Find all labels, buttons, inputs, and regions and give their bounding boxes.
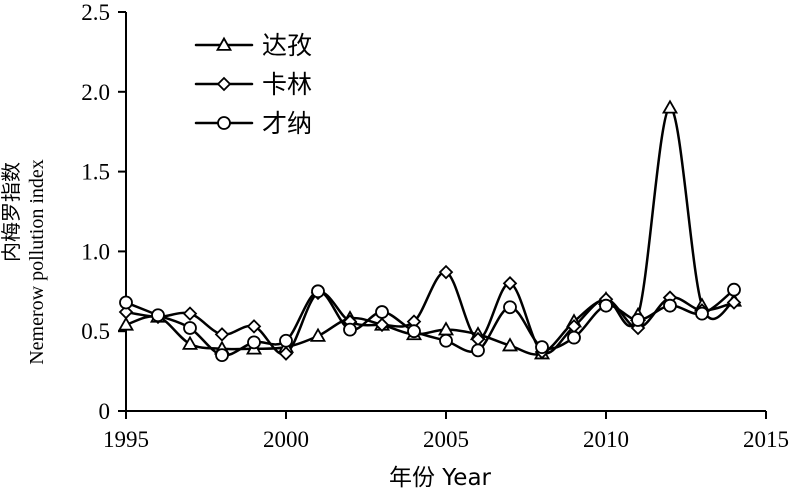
x-axis-title: 年份 Year [389, 465, 492, 491]
data-point-circle [279, 333, 293, 348]
series-line-triangle [124, 106, 736, 356]
x-tick-label: 2000 [263, 427, 309, 452]
data-point-circle [535, 340, 549, 355]
x-tick-label: 1995 [103, 427, 149, 452]
data-point-diamond [502, 276, 518, 291]
data-point-circle [247, 335, 261, 350]
legend-label: 才纳 [262, 109, 312, 138]
data-point-circle [471, 343, 485, 358]
data-point-diamond [118, 304, 134, 320]
y-axis-title-en: Nemerow pollution index [26, 159, 48, 365]
data-point-circle [663, 298, 677, 313]
data-point-circle [343, 322, 357, 337]
data-point-triangle [181, 335, 199, 350]
data-point-circle [567, 330, 581, 345]
legend-marker-triangle [215, 36, 233, 51]
y-tick-label: 0 [99, 399, 111, 424]
legend-marker-diamond [216, 76, 232, 92]
data-point-circle [695, 306, 709, 321]
x-tick-label: 2015 [743, 427, 789, 452]
marker-layer [117, 99, 743, 363]
y-tick-label: 0.5 [81, 319, 110, 344]
data-point-triangle [661, 99, 679, 114]
y-tick-label: 1.5 [81, 160, 110, 185]
data-point-diamond [246, 319, 262, 334]
data-point-diamond [726, 295, 742, 310]
data-point-circle [215, 348, 229, 363]
legend-marker-circle [217, 116, 231, 130]
axes: 0 0.5 1.0 1.5 2.0 2.5 1995 2000 2005 2010 2015 [81, 0, 789, 452]
data-point-triangle [501, 337, 519, 352]
y-tick-label: 2.0 [81, 80, 110, 105]
x-tick-label: 2005 [423, 427, 469, 452]
data-point-diamond [374, 317, 390, 333]
data-point-circle [631, 313, 645, 327]
data-point-circle [407, 324, 421, 339]
data-point-triangle [309, 327, 327, 342]
data-point-diamond [438, 264, 454, 280]
data-point-circle [311, 284, 325, 299]
y-tick-label: 1.0 [81, 239, 110, 264]
data-point-circle [119, 295, 133, 310]
x-tick-label: 2010 [583, 427, 629, 452]
legend-label: 卡林 [262, 70, 312, 99]
data-point-diamond [182, 306, 198, 321]
data-point-circle [375, 305, 389, 319]
data-point-circle [439, 333, 453, 348]
data-point-diamond [214, 327, 230, 342]
data-point-circle [727, 282, 741, 297]
data-point-circle [503, 300, 517, 315]
data-point-circle [183, 321, 197, 335]
data-point-triangle [117, 316, 135, 331]
y-axis-title-cn: 内梅罗指数 [0, 162, 23, 262]
data-point-diamond [278, 346, 294, 361]
legend-label: 达孜 [262, 31, 312, 60]
data-point-circle [151, 308, 165, 323]
data-point-circle [599, 298, 613, 313]
y-tick-label: 2.5 [81, 0, 110, 25]
series-line-diamond [124, 270, 736, 356]
